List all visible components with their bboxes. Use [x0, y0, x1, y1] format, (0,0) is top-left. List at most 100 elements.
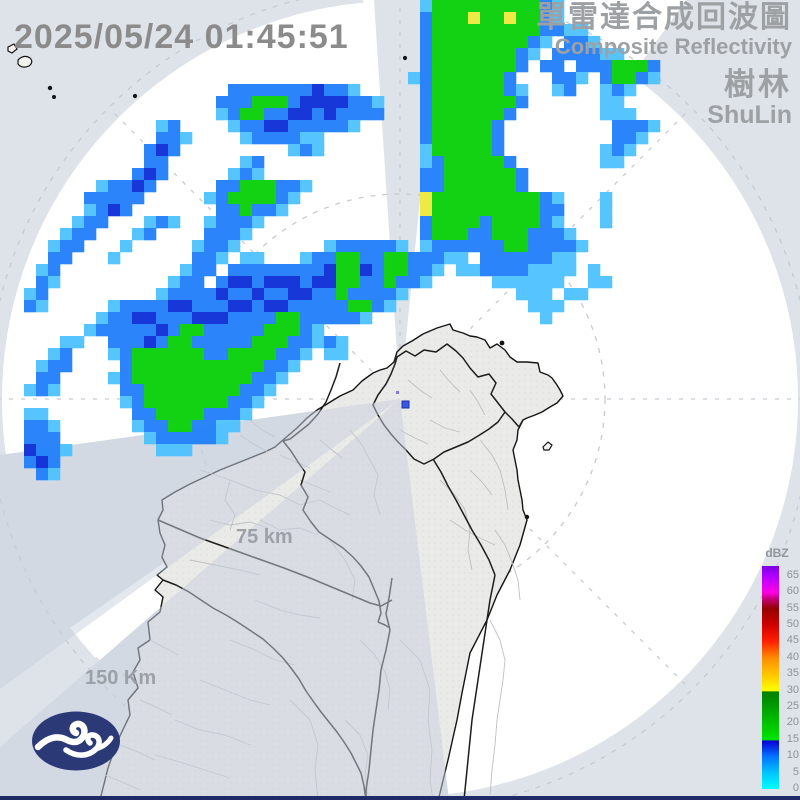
echo-cell: [132, 192, 145, 205]
echo-cell: [168, 384, 181, 397]
echo-cell: [504, 216, 517, 229]
colorbar-tick-20: 20: [786, 716, 799, 729]
echo-cell: [252, 252, 265, 265]
echo-cell: [468, 24, 481, 37]
echo-cell: [456, 264, 469, 277]
echo-cell: [540, 240, 553, 253]
echo-cell: [132, 324, 145, 337]
echo-cell: [480, 24, 493, 37]
echo-cell: [504, 276, 517, 289]
echo-cell: [480, 144, 493, 157]
echo-cell: [360, 300, 373, 313]
echo-cell: [444, 144, 457, 157]
echo-cell: [300, 288, 313, 301]
echo-cell: [276, 372, 289, 385]
echo-cell: [444, 72, 457, 85]
echo-cell: [312, 96, 325, 109]
echo-cell: [456, 84, 469, 97]
echo-cell: [96, 180, 109, 193]
echo-cell: [108, 312, 121, 325]
echo-cell: [492, 264, 505, 277]
echo-cell: [108, 204, 121, 217]
echo-cell: [492, 240, 505, 253]
echo-cell: [540, 24, 553, 37]
echo-cell: [612, 108, 625, 121]
echo-cell: [264, 372, 277, 385]
echo-cell: [180, 336, 193, 349]
echo-cell: [444, 36, 457, 49]
echo-cell: [504, 108, 517, 121]
echo-cell: [492, 72, 505, 85]
echo-cell: [468, 36, 481, 49]
echo-cell: [252, 216, 265, 229]
echo-cell: [504, 12, 517, 25]
echo-cell: [480, 180, 493, 193]
echo-cell: [492, 180, 505, 193]
echo-cell: [48, 276, 61, 289]
echo-cell: [612, 60, 625, 73]
echo-cell: [492, 12, 505, 25]
echo-cell: [276, 180, 289, 193]
echo-cell: [564, 48, 577, 61]
echo-cell: [48, 264, 61, 277]
station-name-zh: 樹林: [724, 67, 792, 103]
echo-cell: [96, 204, 109, 217]
echo-cell: [456, 144, 469, 157]
echo-cell: [180, 384, 193, 397]
echo-cell: [432, 204, 445, 217]
echo-cell: [444, 84, 457, 97]
echo-cell: [420, 12, 433, 25]
echo-cell: [48, 468, 61, 481]
echo-cell: [288, 120, 301, 133]
echo-cell: [384, 252, 397, 265]
colorbar-tick-25: 25: [786, 700, 799, 712]
echo-cell: [228, 384, 241, 397]
echo-cell: [240, 300, 253, 313]
echo-cell: [480, 12, 493, 25]
echo-cell: [204, 348, 217, 361]
echo-cell: [492, 216, 505, 229]
echo-cell: [312, 264, 325, 277]
echo-cell: [396, 240, 409, 253]
echo-cell: [252, 180, 265, 193]
echo-cell: [276, 192, 289, 205]
echo-cell: [264, 192, 277, 205]
echo-cell: [204, 228, 217, 241]
echo-cell: [24, 288, 37, 301]
echo-cell: [156, 300, 169, 313]
echo-cell: [636, 72, 649, 85]
echo-cell: [444, 228, 457, 241]
colorbar-tick-5: 5: [792, 765, 799, 778]
echo-cell: [324, 264, 337, 277]
echo-cell: [360, 312, 373, 325]
echo-cell: [288, 300, 301, 313]
echo-cell: [576, 24, 589, 37]
echo-cell: [240, 120, 253, 133]
echo-cell: [204, 192, 217, 205]
echo-cell: [228, 264, 241, 277]
echo-cell: [516, 168, 529, 181]
echo-cell: [204, 240, 217, 253]
echo-cell: [624, 60, 637, 73]
echo-cell: [444, 168, 457, 181]
echo-cell: [60, 348, 73, 361]
echo-cell: [84, 204, 97, 217]
echo-cell: [336, 276, 349, 289]
echo-cell: [504, 84, 517, 97]
echo-cell: [168, 360, 181, 373]
echo-cell: [132, 396, 145, 409]
echo-cell: [444, 108, 457, 121]
echo-cell: [240, 96, 253, 109]
echo-cell: [252, 312, 265, 325]
bottom-navy-strip: [0, 796, 800, 800]
echo-cell: [504, 96, 517, 109]
echo-cell: [144, 228, 157, 241]
echo-cell: [288, 336, 301, 349]
echo-cell: [312, 276, 325, 289]
echo-cell: [360, 288, 373, 301]
echo-cell: [156, 372, 169, 385]
echo-cell: [168, 348, 181, 361]
echo-cell: [228, 192, 241, 205]
echo-cell: [516, 24, 529, 37]
echo-cell: [396, 252, 409, 265]
